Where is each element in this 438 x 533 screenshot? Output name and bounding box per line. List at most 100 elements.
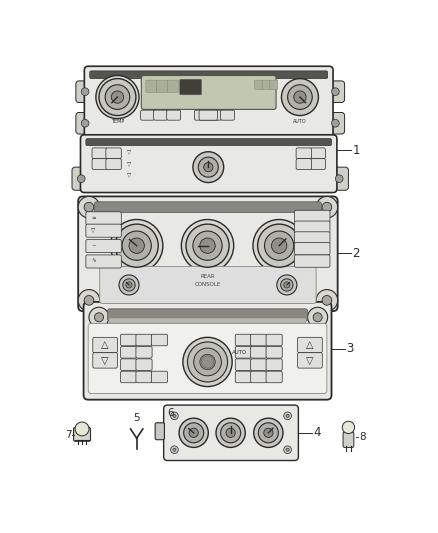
FancyBboxPatch shape: [141, 110, 155, 120]
Text: ▽: ▽: [101, 356, 109, 366]
FancyBboxPatch shape: [86, 139, 332, 146]
FancyBboxPatch shape: [120, 334, 137, 346]
Circle shape: [322, 295, 332, 305]
FancyBboxPatch shape: [86, 224, 121, 237]
Circle shape: [189, 428, 198, 438]
FancyBboxPatch shape: [86, 255, 121, 268]
FancyBboxPatch shape: [180, 79, 201, 95]
FancyBboxPatch shape: [235, 346, 251, 358]
Circle shape: [200, 354, 215, 370]
Circle shape: [281, 279, 293, 291]
Text: REAR: REAR: [200, 274, 215, 279]
FancyBboxPatch shape: [251, 371, 267, 383]
Circle shape: [181, 220, 234, 272]
Circle shape: [286, 414, 289, 417]
FancyBboxPatch shape: [164, 405, 298, 461]
FancyBboxPatch shape: [136, 371, 152, 383]
FancyBboxPatch shape: [92, 159, 107, 169]
Text: AUTO: AUTO: [293, 119, 307, 124]
Circle shape: [170, 412, 178, 419]
FancyBboxPatch shape: [294, 232, 330, 244]
Circle shape: [126, 282, 132, 288]
Circle shape: [286, 448, 289, 451]
FancyBboxPatch shape: [94, 202, 321, 213]
Circle shape: [194, 348, 221, 376]
FancyBboxPatch shape: [235, 359, 251, 370]
FancyBboxPatch shape: [294, 210, 330, 223]
Circle shape: [264, 428, 273, 438]
Circle shape: [183, 337, 232, 386]
FancyBboxPatch shape: [136, 346, 152, 358]
Text: ▽: ▽: [92, 228, 95, 233]
Circle shape: [84, 203, 94, 212]
Text: 8: 8: [359, 432, 366, 442]
FancyBboxPatch shape: [90, 71, 328, 78]
Text: △: △: [306, 340, 314, 350]
Circle shape: [216, 418, 245, 447]
FancyBboxPatch shape: [151, 371, 167, 383]
Text: TEMP: TEMP: [111, 119, 124, 124]
FancyBboxPatch shape: [199, 110, 218, 120]
Circle shape: [313, 313, 322, 322]
FancyBboxPatch shape: [296, 148, 311, 159]
FancyBboxPatch shape: [294, 255, 330, 267]
Text: ~: ~: [91, 243, 96, 248]
Circle shape: [193, 152, 224, 182]
Circle shape: [193, 231, 222, 260]
Circle shape: [119, 275, 139, 295]
FancyBboxPatch shape: [155, 423, 164, 440]
FancyBboxPatch shape: [221, 110, 234, 120]
FancyBboxPatch shape: [120, 371, 137, 383]
Text: △: △: [101, 340, 109, 350]
Text: AUTO: AUTO: [232, 350, 247, 355]
Circle shape: [186, 224, 229, 267]
FancyBboxPatch shape: [251, 334, 267, 346]
FancyBboxPatch shape: [92, 148, 107, 159]
FancyBboxPatch shape: [235, 334, 251, 346]
FancyBboxPatch shape: [326, 81, 345, 102]
FancyBboxPatch shape: [294, 221, 330, 233]
FancyBboxPatch shape: [100, 266, 316, 303]
Circle shape: [258, 224, 301, 267]
Text: ≈: ≈: [91, 215, 96, 221]
Circle shape: [170, 446, 178, 454]
FancyBboxPatch shape: [81, 135, 337, 192]
FancyBboxPatch shape: [310, 159, 325, 169]
Circle shape: [84, 295, 94, 305]
Circle shape: [78, 289, 100, 311]
Circle shape: [342, 421, 355, 433]
FancyBboxPatch shape: [107, 309, 307, 321]
Circle shape: [253, 220, 305, 272]
FancyBboxPatch shape: [266, 359, 282, 370]
Circle shape: [322, 203, 332, 212]
FancyBboxPatch shape: [84, 302, 332, 400]
Circle shape: [284, 446, 291, 454]
Circle shape: [316, 289, 338, 311]
FancyBboxPatch shape: [136, 359, 152, 370]
Circle shape: [78, 175, 85, 182]
FancyBboxPatch shape: [72, 167, 91, 190]
FancyBboxPatch shape: [74, 427, 91, 441]
Circle shape: [115, 224, 158, 267]
FancyBboxPatch shape: [151, 334, 167, 346]
Circle shape: [277, 275, 297, 295]
FancyBboxPatch shape: [93, 337, 117, 353]
FancyBboxPatch shape: [106, 159, 121, 169]
FancyBboxPatch shape: [154, 110, 167, 120]
FancyBboxPatch shape: [310, 148, 325, 159]
Circle shape: [129, 238, 145, 253]
FancyBboxPatch shape: [194, 110, 208, 120]
FancyBboxPatch shape: [235, 371, 251, 383]
Circle shape: [332, 88, 339, 95]
Circle shape: [173, 414, 176, 417]
FancyBboxPatch shape: [330, 167, 349, 190]
Circle shape: [332, 119, 339, 127]
Circle shape: [187, 342, 228, 382]
FancyBboxPatch shape: [266, 371, 282, 383]
FancyBboxPatch shape: [270, 80, 278, 90]
FancyBboxPatch shape: [266, 346, 282, 358]
FancyBboxPatch shape: [298, 353, 322, 368]
Circle shape: [123, 279, 135, 291]
Circle shape: [200, 238, 215, 253]
FancyBboxPatch shape: [146, 80, 157, 92]
